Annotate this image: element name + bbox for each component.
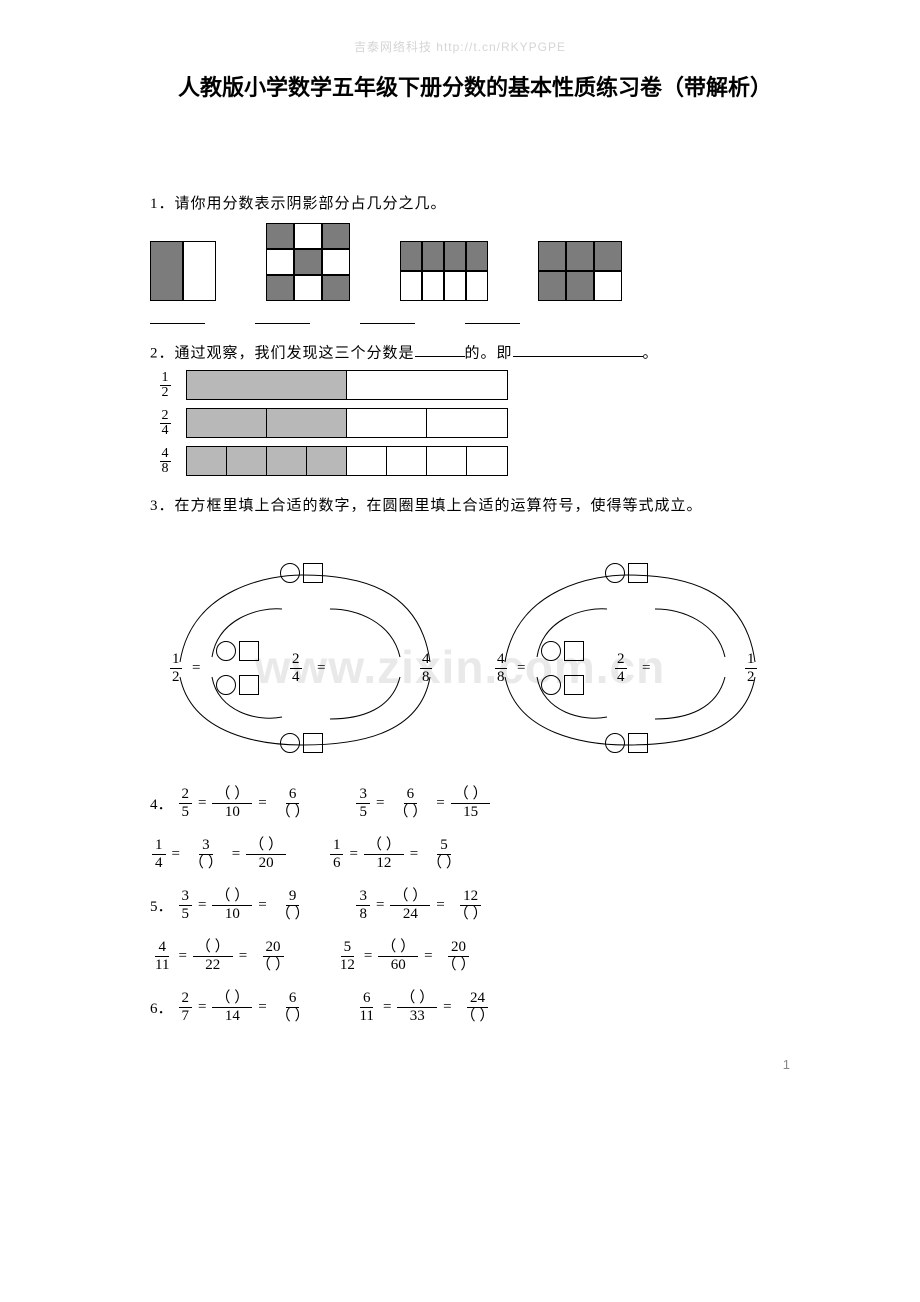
formula-row: 6．27=（ ）14=6（ ）611=（ ）33=24（ ） <box>150 991 800 1024</box>
grid-shape <box>150 241 216 301</box>
page-title: 人教版小学数学五年级下册分数的基本性质练习卷（带解析） <box>150 70 800 102</box>
page-number: 1 <box>783 1057 790 1072</box>
q2-text: 2．通过观察，我们发现这三个分数是的。即。 <box>150 338 800 363</box>
q1-shapes <box>150 223 800 301</box>
q3-left: 122448== <box>162 527 447 757</box>
q2-row: 12 <box>150 370 800 400</box>
formula-row: 411=（ ）22=20（ ）512=（ ）60=20（ ） <box>150 940 800 973</box>
q3-right: 482412== <box>487 527 772 757</box>
q3-diagrams: 122448== 482412== <box>162 527 800 757</box>
grid-shape <box>266 223 350 301</box>
formula-row: 4．25=（ ）10=6（ ）35=6（ ）=（ ）15 <box>150 787 800 820</box>
q1-blanks <box>150 303 800 324</box>
grid-shape <box>538 241 622 301</box>
formula-row: 5．35=（ ）10=9（ ）38=（ ）24=12（ ） <box>150 889 800 922</box>
watermark-top: 吉泰网络科技 http://t.cn/RKYPGPE <box>354 38 566 55</box>
formula-row: 14=3（ ）=（ ）2016=（ ）12=5（ ） <box>150 838 800 871</box>
q1-text: 1．请你用分数表示阴影部分占几分之几。 <box>150 192 800 213</box>
formulas: 4．25=（ ）10=6（ ）35=6（ ）=（ ）15 14=3（ ）=（ ）2… <box>150 787 800 1024</box>
q2-row: 24 <box>150 408 800 438</box>
q2-bars: 12 24 48 <box>150 370 800 476</box>
q3-text: 3．在方框里填上合适的数字，在圆圈里填上合适的运算符号，使得等式成立。 <box>150 494 800 515</box>
q2-row: 48 <box>150 446 800 476</box>
grid-shape <box>400 241 488 301</box>
